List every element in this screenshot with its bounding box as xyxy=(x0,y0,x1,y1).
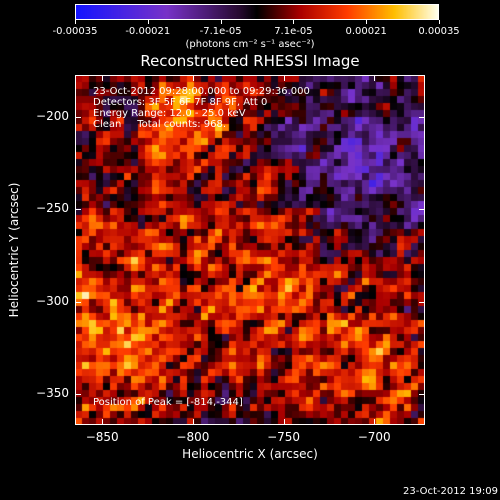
y-tick-mark xyxy=(419,117,425,119)
colorbar-tick-label: 7.1e-05 xyxy=(274,26,313,37)
x-tick-mark xyxy=(192,419,194,425)
x-tick-label: −800 xyxy=(176,430,210,444)
plot-frame xyxy=(75,75,425,425)
x-tick-mark xyxy=(374,75,376,81)
x-tick-mark xyxy=(192,75,194,81)
y-tick-mark xyxy=(419,209,425,211)
y-tick-mark xyxy=(75,301,81,303)
info-detectors: Detectors: 3F 5F 6F 7F 8F 9F, Att 0 xyxy=(93,97,268,108)
x-tick-mark xyxy=(102,75,104,81)
colorbar-tick xyxy=(75,20,76,24)
chart-title: Reconstructed RHESSI Image xyxy=(140,52,360,70)
x-tick-mark xyxy=(374,419,376,425)
x-tick-label: −850 xyxy=(85,430,119,444)
colorbar-tick xyxy=(366,20,368,24)
info-energy-range: Energy Range: 12.0 - 25.0 keV xyxy=(93,108,246,119)
x-tick-label: −700 xyxy=(357,430,391,444)
y-tick-label: −300 xyxy=(36,293,69,308)
colorbar-unit-label: (photons cm⁻² s⁻¹ asec⁻²) xyxy=(185,39,315,50)
observation-info: 23-Oct-2012 09:28:00.000 to 09:29:36.000… xyxy=(93,86,310,130)
x-axis-label: Heliocentric X (arcsec) xyxy=(182,447,318,461)
info-clean-counts: Clean Total counts: 968. xyxy=(93,119,227,130)
x-tick-mark xyxy=(102,419,104,425)
colorbar-tick xyxy=(439,20,440,24)
x-tick-label: −750 xyxy=(267,430,301,444)
info-time-range: 23-Oct-2012 09:28:00.000 to 09:29:36.000 xyxy=(93,86,310,97)
colorbar-tick xyxy=(220,20,222,24)
heatmap-image xyxy=(75,75,425,425)
y-tick-mark xyxy=(419,393,425,395)
colorbar xyxy=(75,4,439,20)
x-tick-mark xyxy=(283,419,285,425)
y-tick-label: −250 xyxy=(36,201,69,216)
colorbar-tick xyxy=(147,20,149,24)
colorbar-tick xyxy=(293,20,295,24)
peak-position-label: Position of Peak = [-814,-344] xyxy=(93,397,243,408)
y-tick-label: −200 xyxy=(36,109,69,124)
colorbar-tick-label: -0.00035 xyxy=(52,26,98,37)
colorbar-tick-label: 0.00035 xyxy=(418,26,460,37)
y-axis-label: Heliocentric Y (arcsec) xyxy=(7,182,21,318)
colorbar-tick-label: -0.00021 xyxy=(125,26,171,37)
y-tick-mark xyxy=(419,301,425,303)
y-tick-label: −350 xyxy=(36,385,69,400)
y-tick-mark xyxy=(75,117,81,119)
y-tick-mark xyxy=(75,209,81,211)
colorbar-tick-label: -7.1e-05 xyxy=(199,26,242,37)
y-tick-mark xyxy=(75,393,81,395)
colorbar-tick-label: 0.00021 xyxy=(345,26,387,37)
footer-timestamp: 23-Oct-2012 19:09 xyxy=(403,486,498,497)
x-tick-mark xyxy=(283,75,285,81)
